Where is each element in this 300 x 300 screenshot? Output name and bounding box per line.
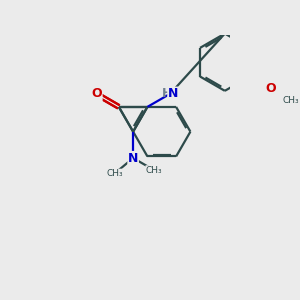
Text: O: O (91, 88, 102, 100)
Text: H: H (162, 87, 172, 100)
Text: CH₃: CH₃ (282, 96, 299, 105)
Text: N: N (168, 87, 178, 100)
Text: O: O (91, 88, 102, 100)
Text: O: O (266, 82, 276, 95)
Text: N: N (128, 152, 138, 164)
Text: CH₃: CH₃ (106, 169, 123, 178)
Text: CH₃: CH₃ (146, 166, 163, 175)
